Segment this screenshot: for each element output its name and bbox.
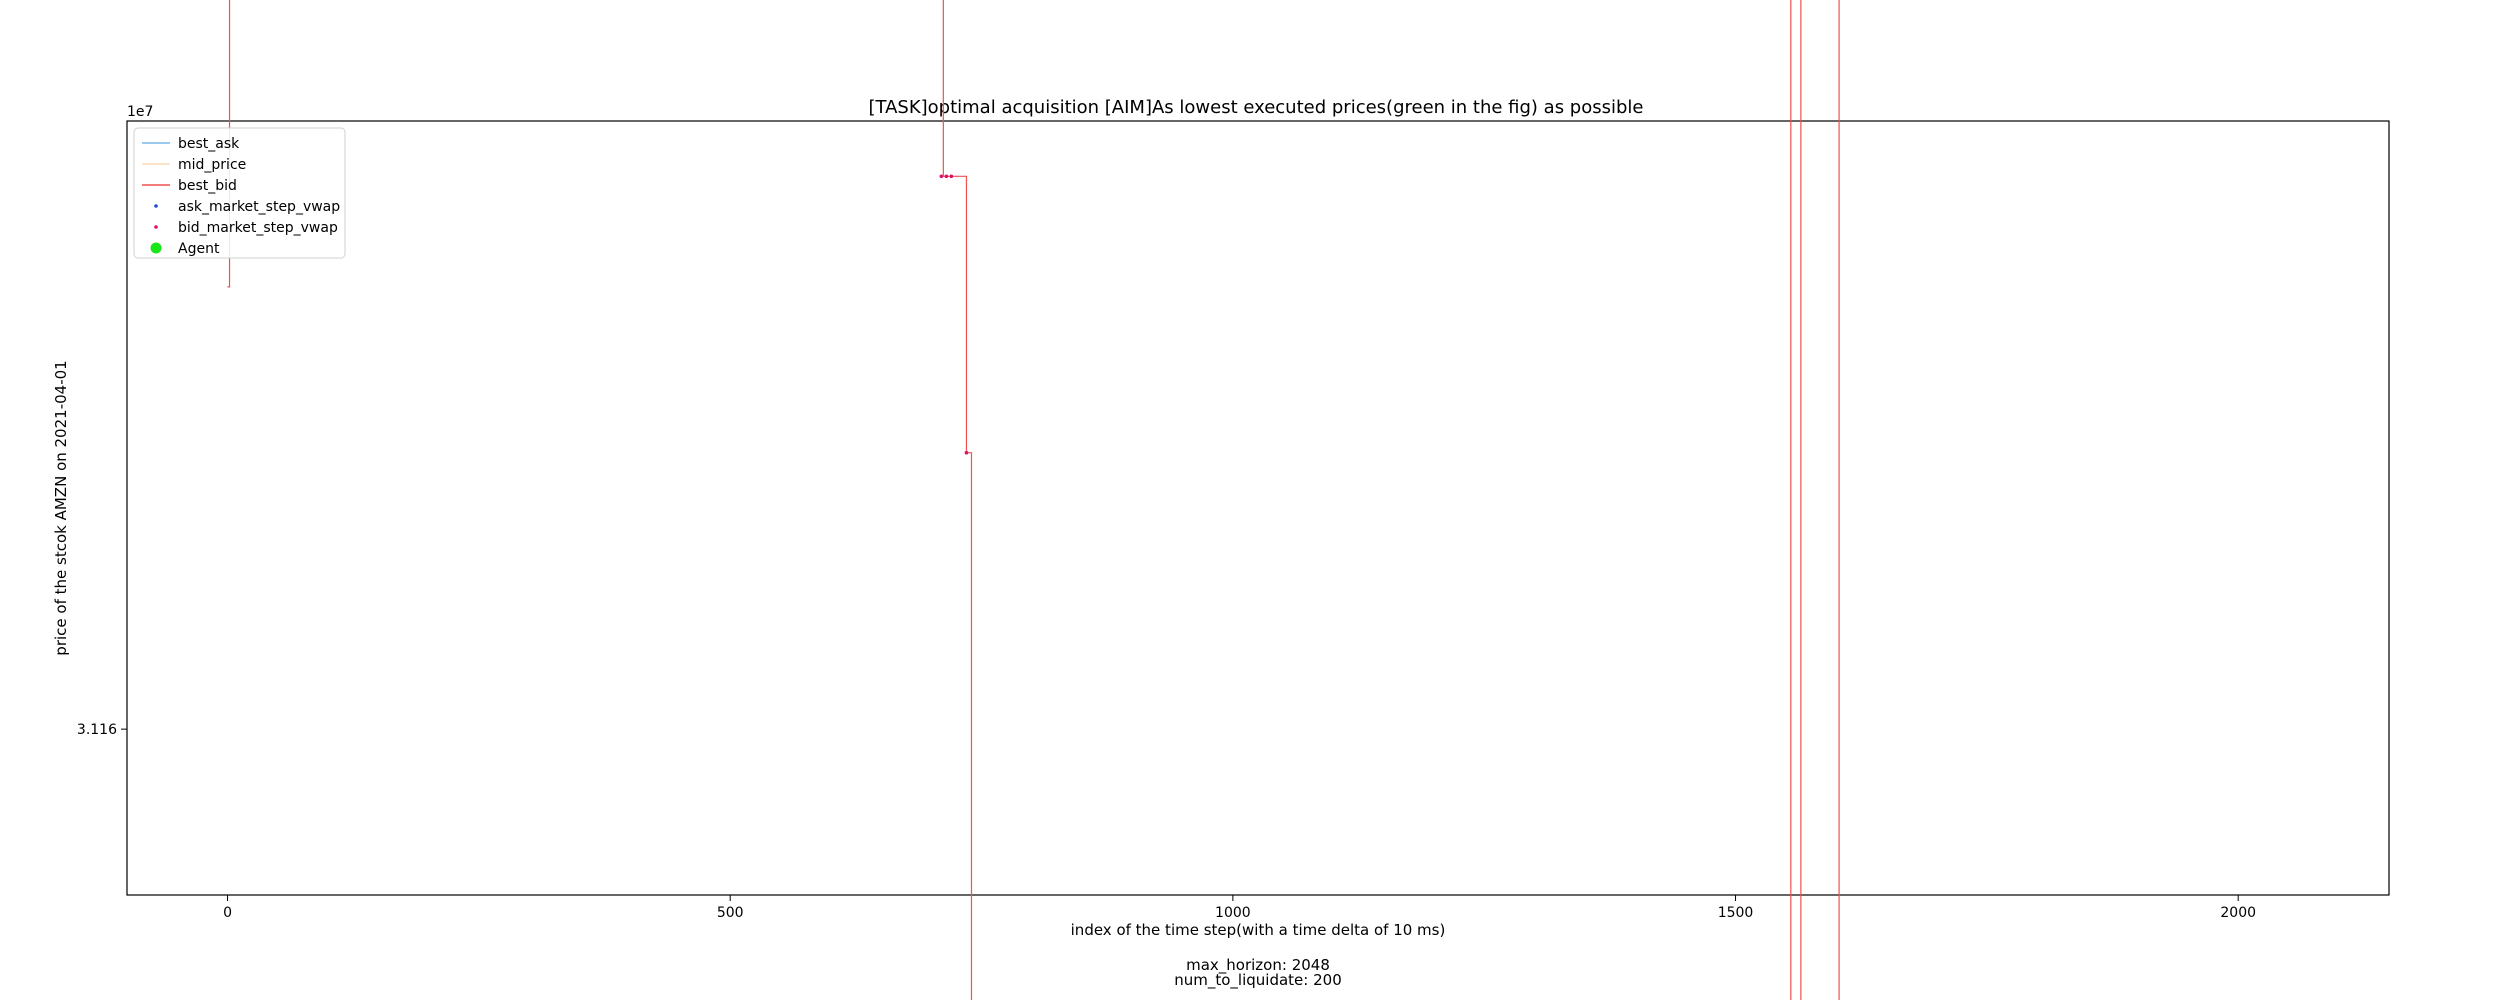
legend-dot-swatch — [154, 225, 158, 229]
y-axis-ticks: 3.1163.1173.1183.1193.120 — [77, 722, 127, 738]
legend-label: mid_price — [178, 157, 246, 173]
x-tick-label: 1500 — [1718, 905, 1754, 921]
point-bid-market-step-vwap — [939, 174, 944, 179]
point-bid-market-step-vwap — [964, 450, 969, 455]
series-points-bid-market-step-vwap — [939, 174, 969, 455]
legend-items: best_ask mid_price best_bid ask_market_step… — [142, 136, 340, 257]
x-tick-label: 1000 — [1215, 905, 1251, 921]
legend-dot-swatch — [154, 204, 158, 208]
legend-dot-swatch — [150, 242, 162, 254]
y-offset-text: 1e7 — [127, 104, 153, 120]
legend-item-best-ask: best_ask — [142, 136, 240, 152]
legend-item-best-bid: best_bid — [142, 178, 237, 194]
legend-item-bid-market-step-vwap: bid_market_step_vwap — [154, 220, 338, 236]
chart-title: [TASK]optimal acquisition [AIM]As lowest… — [868, 97, 1643, 118]
x-tick-label: 2000 — [2220, 905, 2256, 921]
legend-item-ask-market-step-vwap: ask_market_step_vwap — [154, 199, 340, 215]
x-tick-label: 500 — [717, 905, 744, 921]
x-axis-label: index of the time step(with a time delta… — [1071, 921, 1446, 939]
plot-area — [126, 0, 2390, 1000]
legend-item-agent: Agent — [150, 241, 220, 257]
legend-item-mid-price: mid_price — [142, 157, 246, 173]
x-tick-label: 0 — [223, 905, 232, 921]
footer-line-max-horizon: max_horizon: 2048 — [1186, 956, 1330, 975]
y-tick-label: 3.116 — [77, 722, 117, 738]
y-axis-label: price of the stcok AMZN on 2021-04-01 — [52, 360, 70, 655]
footer-line-num-to-liquidate: num_to_liquidate: 200 — [1174, 971, 1342, 990]
point-bid-market-step-vwap — [949, 174, 954, 179]
legend-label: bid_market_step_vwap — [178, 220, 338, 236]
axes-frame — [126, 120, 2390, 896]
legend-label: Agent — [178, 241, 220, 257]
legend-label: best_ask — [178, 136, 240, 152]
legend-box — [133, 127, 346, 259]
series-layer — [227, 0, 1840, 1000]
legend: best_ask mid_price best_bid ask_market_step… — [133, 127, 346, 259]
legend-label: best_bid — [178, 178, 237, 194]
point-bid-market-step-vwap — [944, 174, 949, 179]
x-axis-ticks: 0 500 1000 1500 2000 — [223, 895, 2256, 921]
legend-label: ask_market_step_vwap — [178, 199, 340, 215]
